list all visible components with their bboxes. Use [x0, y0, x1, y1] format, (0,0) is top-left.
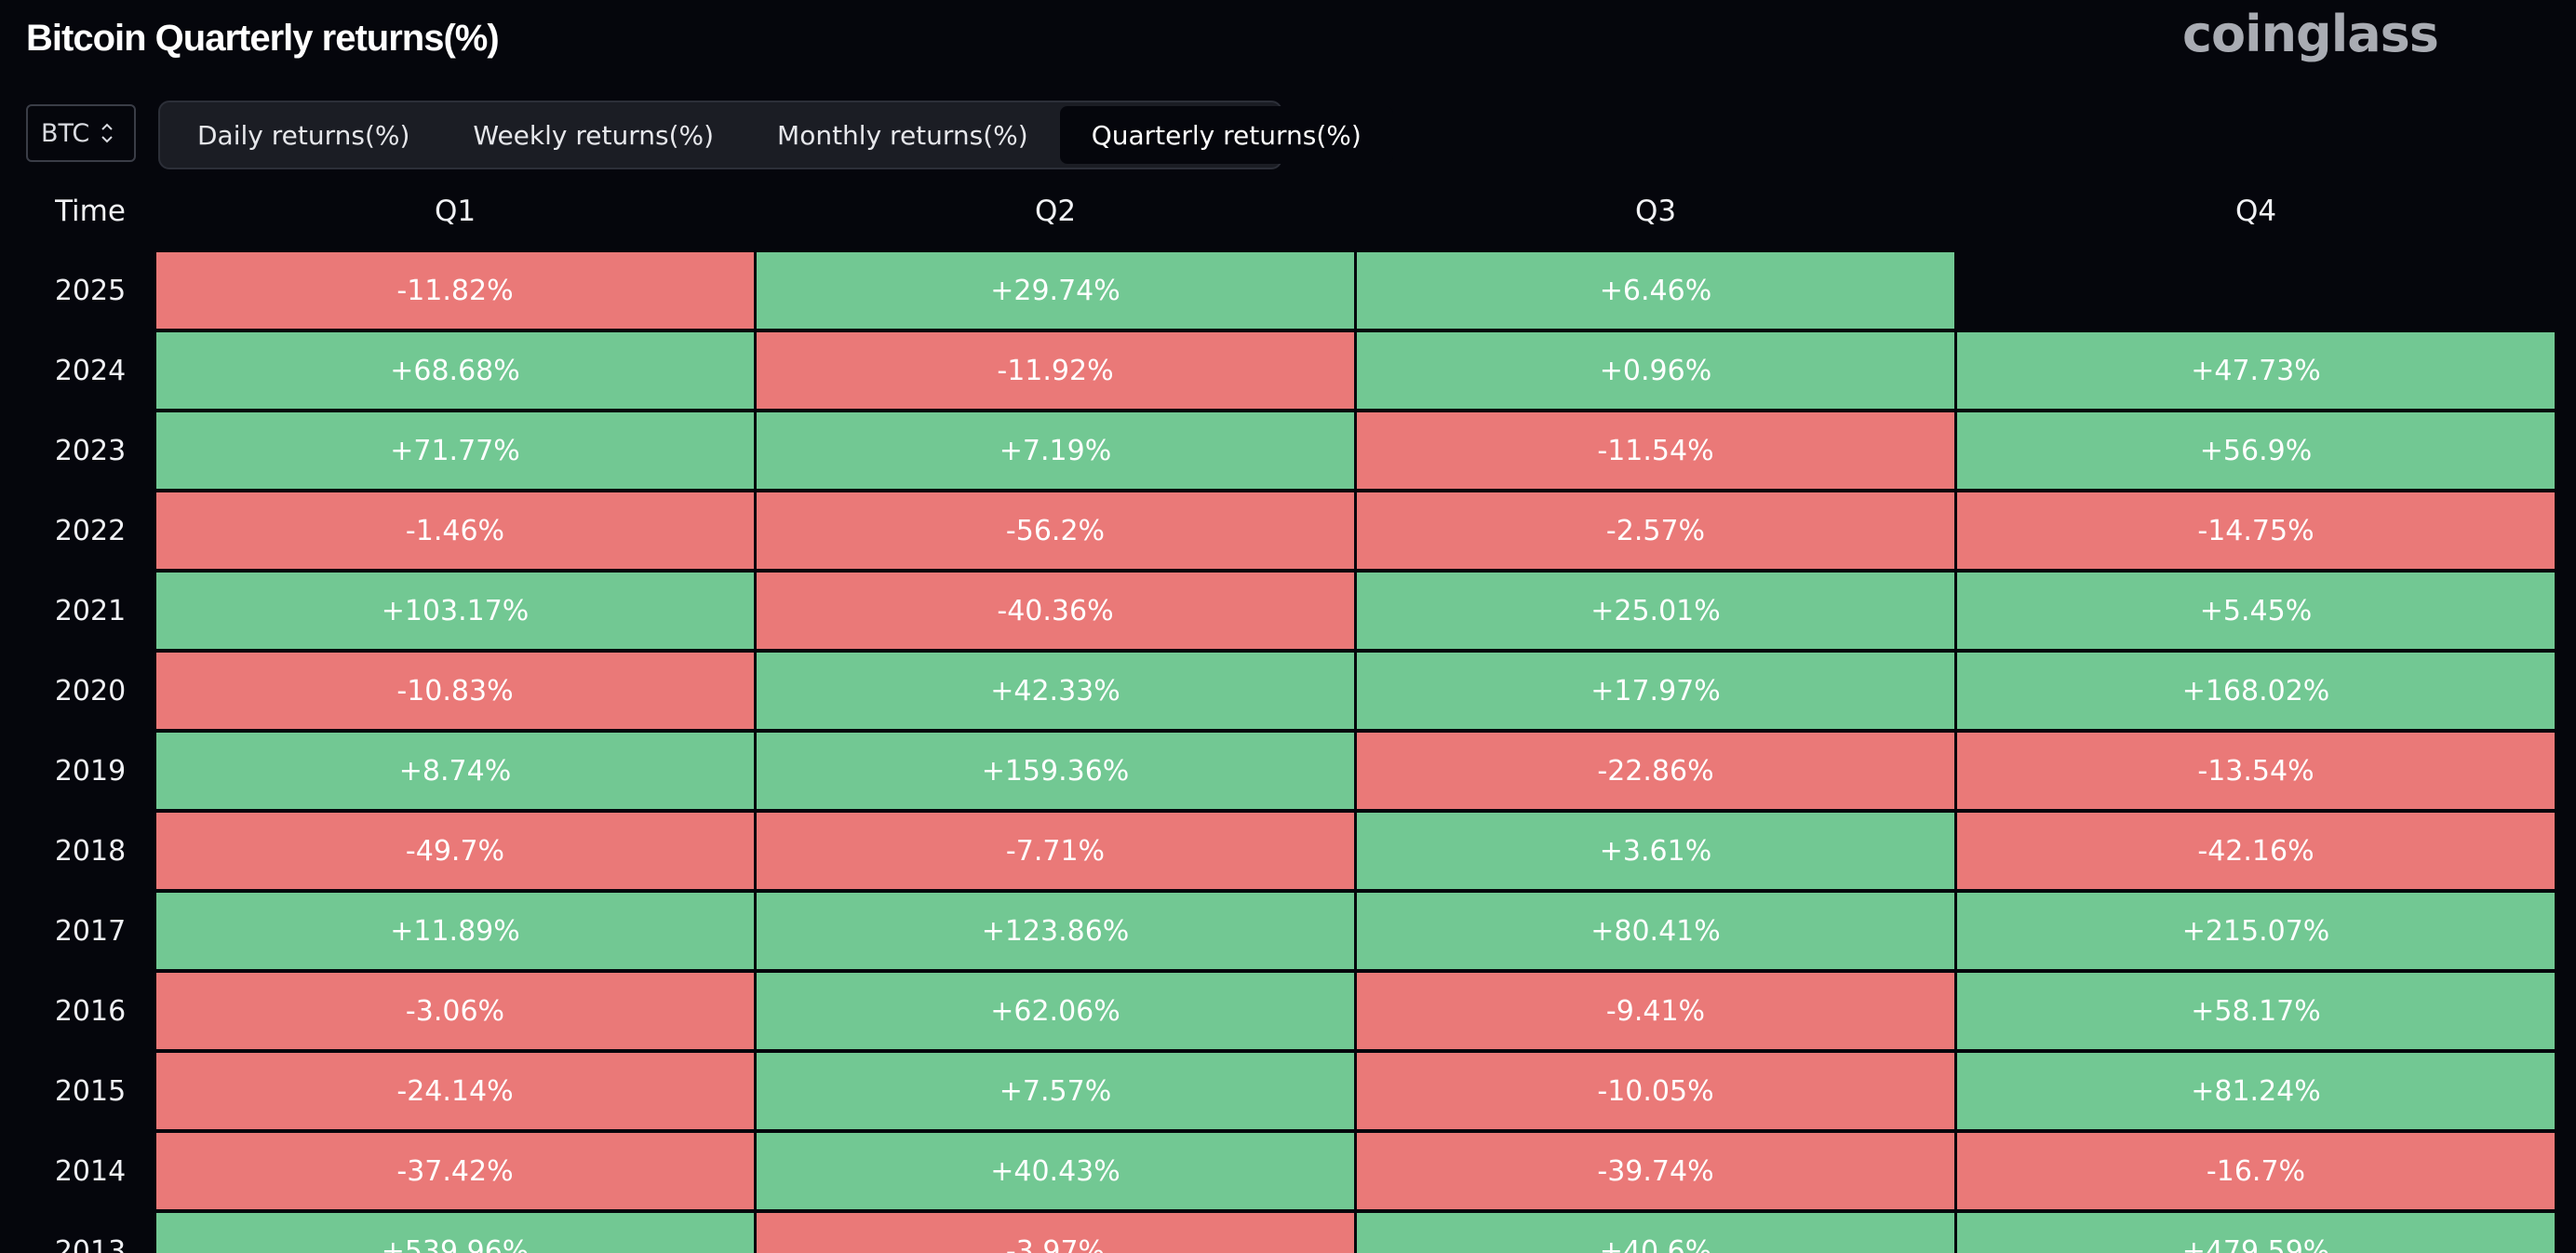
- return-cell-q4: -42.16%: [1957, 813, 2555, 889]
- table-row: 2014 -37.42% +40.43% -39.74% -16.7%: [0, 1133, 2576, 1209]
- return-cell-q1: -49.7%: [156, 813, 754, 889]
- return-cell-q4: +5.45%: [1957, 573, 2555, 649]
- column-header-q4: Q4: [2234, 195, 2277, 228]
- year-label: 2020: [54, 674, 127, 707]
- return-cell-q2: +159.36%: [757, 733, 1354, 809]
- table-row: 2016 -3.06% +62.06% -9.41% +58.17%: [0, 973, 2576, 1049]
- return-cell-q4: +56.9%: [1957, 412, 2555, 489]
- return-cell-q3: +80.41%: [1357, 893, 1954, 969]
- return-cell-q2: +7.57%: [757, 1053, 1354, 1129]
- return-cell-q4: [1957, 252, 2555, 329]
- year-label: 2018: [54, 834, 127, 868]
- return-cell-q3: +40.6%: [1357, 1213, 1954, 1253]
- coin-select-value: BTC: [41, 118, 90, 148]
- return-cell-q4: +215.07%: [1957, 893, 2555, 969]
- table-row: 2017 +11.89% +123.86% +80.41% +215.07%: [0, 893, 2576, 969]
- table-row: 2021 +103.17% -40.36% +25.01% +5.45%: [0, 573, 2576, 649]
- return-cell-q1: -24.14%: [156, 1053, 754, 1129]
- year-label: 2021: [54, 594, 127, 627]
- return-cell-q3: +6.46%: [1357, 252, 1954, 329]
- column-header-q2: Q2: [1034, 195, 1077, 228]
- return-cell-q3: -2.57%: [1357, 492, 1954, 569]
- return-cell-q4: +479.59%: [1957, 1213, 2555, 1253]
- return-cell-q1: +11.89%: [156, 893, 754, 969]
- return-cell-q1: -3.06%: [156, 973, 754, 1049]
- year-label: 2013: [54, 1234, 127, 1253]
- return-cell-q2: +29.74%: [757, 252, 1354, 329]
- return-cell-q4: +81.24%: [1957, 1053, 2555, 1129]
- return-cell-q2: +42.33%: [757, 653, 1354, 729]
- year-label: 2025: [54, 274, 127, 307]
- return-cell-q3: -22.86%: [1357, 733, 1954, 809]
- table-row: 2024 +68.68% -11.92% +0.96% +47.73%: [0, 332, 2576, 409]
- return-cell-q2: -7.71%: [757, 813, 1354, 889]
- return-cell-q3: +3.61%: [1357, 813, 1954, 889]
- year-label: 2019: [54, 754, 127, 788]
- return-cell-q3: -10.05%: [1357, 1053, 1954, 1129]
- tab-quarterly-returns[interactable]: Quarterly returns(%): [1059, 106, 1393, 164]
- return-cell-q3: +25.01%: [1357, 573, 1954, 649]
- year-label: 2015: [54, 1074, 127, 1108]
- return-cell-q4: +168.02%: [1957, 653, 2555, 729]
- coin-select[interactable]: BTC: [26, 104, 136, 162]
- return-cell-q1: +103.17%: [156, 573, 754, 649]
- page-title: Bitcoin Quarterly returns(%): [26, 18, 500, 59]
- column-header-q1: Q1: [434, 195, 476, 228]
- return-cell-q4: +47.73%: [1957, 332, 2555, 409]
- return-cell-q1: +68.68%: [156, 332, 754, 409]
- return-cell-q3: +0.96%: [1357, 332, 1954, 409]
- table-row: 2025 -11.82% +29.74% +6.46%: [0, 252, 2576, 329]
- column-header-time: Time: [55, 195, 126, 228]
- tab-weekly-returns[interactable]: Weekly returns(%): [473, 119, 715, 151]
- return-cell-q1: -10.83%: [156, 653, 754, 729]
- return-cell-q1: -11.82%: [156, 252, 754, 329]
- table-row: 2023 +71.77% +7.19% -11.54% +56.9%: [0, 412, 2576, 489]
- return-cell-q1: -1.46%: [156, 492, 754, 569]
- return-cell-q2: -3.97%: [757, 1213, 1354, 1253]
- chevron-up-down-icon: [101, 121, 114, 145]
- table-row: 2019 +8.74% +159.36% -22.86% -13.54%: [0, 733, 2576, 809]
- return-cell-q2: +7.19%: [757, 412, 1354, 489]
- return-cell-q2: +123.86%: [757, 893, 1354, 969]
- return-cell-q4: -13.54%: [1957, 733, 2555, 809]
- return-cell-q1: +8.74%: [156, 733, 754, 809]
- return-cell-q2: -56.2%: [757, 492, 1354, 569]
- column-header-q3: Q3: [1634, 195, 1677, 228]
- table-row: 2018 -49.7% -7.71% +3.61% -42.16%: [0, 813, 2576, 889]
- year-label: 2014: [54, 1154, 127, 1188]
- return-cell-q1: +71.77%: [156, 412, 754, 489]
- return-cell-q2: -40.36%: [757, 573, 1354, 649]
- return-cell-q3: -11.54%: [1357, 412, 1954, 489]
- return-cell-q4: -14.75%: [1957, 492, 2555, 569]
- tab-daily-returns[interactable]: Daily returns(%): [197, 119, 410, 151]
- return-cell-q2: +62.06%: [757, 973, 1354, 1049]
- year-label: 2023: [54, 434, 127, 467]
- table-row: 2013 +539.96% -3.97% +40.6% +479.59%: [0, 1213, 2576, 1253]
- year-label: 2024: [54, 354, 127, 387]
- return-cell-q1: +539.96%: [156, 1213, 754, 1253]
- year-label: 2017: [54, 914, 127, 948]
- year-label: 2022: [54, 514, 127, 547]
- return-cell-q3: -39.74%: [1357, 1133, 1954, 1209]
- returns-tabs: Daily returns(%) Weekly returns(%) Month…: [158, 101, 1393, 169]
- return-cell-q2: -11.92%: [757, 332, 1354, 409]
- table-row: 2015 -24.14% +7.57% -10.05% +81.24%: [0, 1053, 2576, 1129]
- table-row: 2020 -10.83% +42.33% +17.97% +168.02%: [0, 653, 2576, 729]
- return-cell-q3: -9.41%: [1357, 973, 1954, 1049]
- return-cell-q4: -16.7%: [1957, 1133, 2555, 1209]
- tab-monthly-returns[interactable]: Monthly returns(%): [777, 119, 1028, 151]
- return-cell-q3: +17.97%: [1357, 653, 1954, 729]
- return-cell-q2: +40.43%: [757, 1133, 1354, 1209]
- table-row: 2022 -1.46% -56.2% -2.57% -14.75%: [0, 492, 2576, 569]
- return-cell-q4: +58.17%: [1957, 973, 2555, 1049]
- return-cell-q1: -37.42%: [156, 1133, 754, 1209]
- year-label: 2016: [54, 994, 127, 1028]
- brand-logo: coinglass: [2182, 5, 2439, 63]
